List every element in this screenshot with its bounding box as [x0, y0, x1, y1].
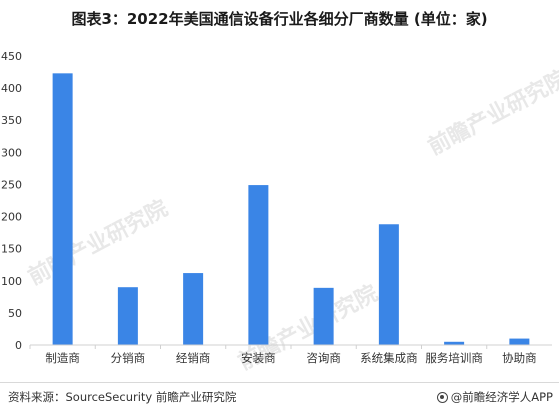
- chart-title: 图表3：2022年美国通信设备行业各细分厂商数量 (单位：家): [71, 10, 488, 28]
- x-tick-label: 分销商: [111, 351, 146, 365]
- y-tick-label: 350: [1, 114, 22, 127]
- x-axis: 制造商 分销商 经销商 安装商 咨询商 系统集成商 服务培训商 协助商: [29, 344, 552, 365]
- y-tick-label: 250: [1, 178, 22, 191]
- x-tick-label: 服务培训商: [425, 351, 483, 365]
- x-tick-label: 经销商: [176, 351, 211, 365]
- x-tick-label: 协助商: [502, 351, 537, 365]
- source-note: 资料来源：SourceSecurity 前瞻产业研究院: [8, 390, 237, 404]
- x-tick-label: 咨询商: [306, 351, 341, 365]
- bar: [248, 185, 269, 345]
- brand-text: @前瞻经济学人APP: [450, 390, 553, 404]
- x-tick-label: 制造商: [45, 351, 80, 365]
- brand-label: @前瞻经济学人APP: [436, 389, 553, 405]
- footer: 资料来源：SourceSecurity 前瞻产业研究院 @前瞻经济学人APP: [0, 382, 559, 413]
- bar-chart: 0 50 100 150 200 250 300 350 400 450 制造商 分销商 经销商 安装商…: [1, 50, 552, 365]
- bars: [52, 73, 530, 345]
- bar: [313, 287, 334, 345]
- y-tick-label: 0: [15, 339, 22, 352]
- bar: [117, 287, 138, 345]
- bar: [378, 224, 399, 345]
- y-tick-label: 400: [1, 82, 22, 95]
- y-tick-label: 450: [1, 50, 22, 63]
- y-tick-label: 150: [1, 243, 22, 256]
- y-axis: 0 50 100 150 200 250 300 350 400 450: [1, 50, 22, 352]
- y-tick-label: 200: [1, 211, 22, 224]
- x-tick-label: 系统集成商: [360, 351, 418, 365]
- bar: [183, 273, 204, 345]
- y-tick-label: 50: [8, 307, 22, 320]
- brand-logo-icon: [436, 391, 448, 403]
- bar: [509, 338, 530, 345]
- y-tick-label: 300: [1, 146, 22, 159]
- bar: [444, 341, 465, 345]
- bar: [52, 73, 73, 345]
- y-tick-label: 100: [1, 275, 22, 288]
- x-tick-label: 安装商: [241, 351, 276, 365]
